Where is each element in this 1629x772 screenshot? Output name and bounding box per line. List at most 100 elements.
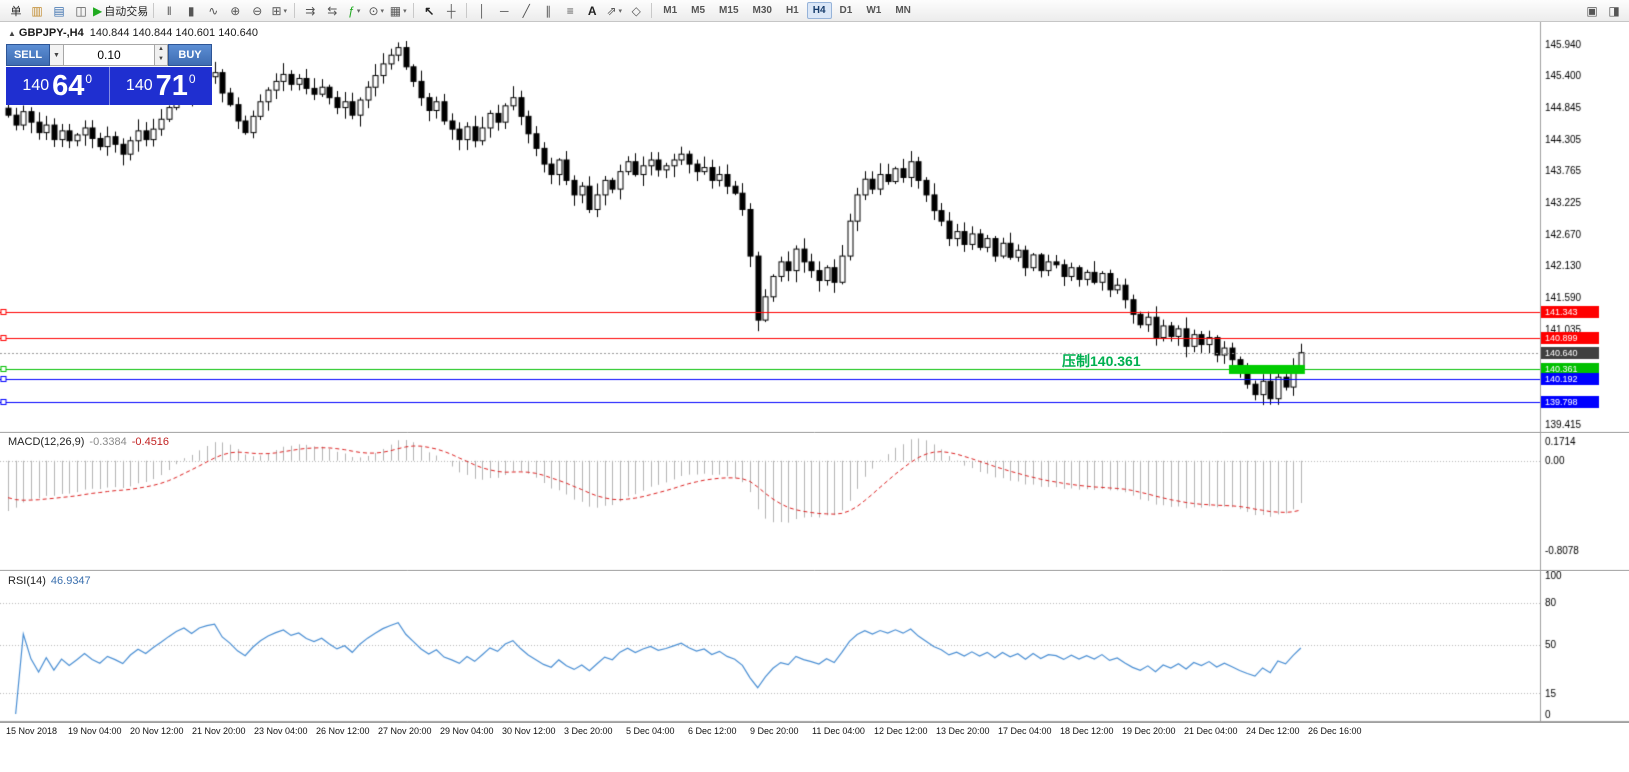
macd-panel-canvas[interactable]: [0, 433, 1629, 571]
docking-icon[interactable]: ◨: [1608, 3, 1620, 18]
macd-name: MACD(12,26,9): [8, 436, 85, 448]
bar-chart-icon[interactable]: ‖: [166, 3, 172, 18]
ask-price[interactable]: 140 71 0: [110, 67, 213, 105]
time-axis[interactable]: 15 Nov 2018 19 Nov 04:00 20 Nov 12:00 21 No…: [0, 722, 1629, 741]
market-watch-icon[interactable]: ▤: [53, 3, 65, 18]
bid-sup: 0: [85, 72, 93, 86]
time-axis-label: 19 Dec 20:00: [1122, 726, 1176, 736]
tf-d1-button[interactable]: D1: [839, 5, 853, 16]
time-axis-label: 11 Dec 04:00: [812, 726, 865, 736]
ask-pips: 71: [155, 69, 188, 102]
toolbar-separator: [413, 3, 415, 18]
autotrading-button[interactable]: ▶ 自动交易: [93, 2, 148, 20]
horizontal-line-icon[interactable]: ─: [499, 3, 509, 18]
periods-icon: ⊙: [368, 3, 379, 18]
symbol-period-label: GBPJPY-,H4: [18, 27, 84, 39]
time-axis-label: 21 Dec 04:00: [1184, 726, 1238, 736]
time-axis-label: 21 Nov 20:00: [192, 726, 246, 736]
tf-m1-button[interactable]: M1: [663, 5, 678, 16]
new-order-button[interactable]: 单: [5, 2, 25, 20]
time-axis-label: 27 Nov 20:00: [378, 726, 432, 736]
bid-price[interactable]: 140 64 0: [6, 67, 109, 105]
chevron-down-icon: ▾: [283, 7, 288, 15]
window-layout-icon[interactable]: ▣: [1586, 3, 1598, 18]
time-axis-label: 3 Dec 20:00: [564, 726, 613, 736]
auto-scroll-icon[interactable]: ⇉: [305, 3, 316, 18]
time-axis-label: 24 Dec 12:00: [1246, 726, 1300, 736]
line-chart-icon[interactable]: ∿: [208, 3, 219, 18]
crosshair-icon[interactable]: ┼: [446, 3, 456, 18]
navigator-icon[interactable]: ◫: [75, 3, 87, 18]
volume-input[interactable]: 0.10: [64, 44, 155, 66]
tf-m5-button[interactable]: M5: [691, 5, 706, 16]
price-divider: [108, 67, 110, 105]
rsi-header: RSI(14) 46.9347: [8, 575, 91, 587]
bid-pips: 64: [52, 69, 85, 102]
channel-icon[interactable]: ∥: [545, 3, 552, 18]
buy-button[interactable]: BUY: [168, 44, 212, 66]
autotrading-label: 自动交易: [104, 5, 149, 18]
tf-w1-button[interactable]: W1: [866, 5, 882, 16]
volume-dropdown-button[interactable]: ▼: [50, 44, 64, 66]
tf-mn-button[interactable]: MN: [895, 5, 911, 16]
chart-window-icon[interactable]: ▥: [31, 3, 43, 18]
tile-windows-button[interactable]: ⊞ ▾: [269, 2, 289, 20]
tf-m30-button[interactable]: M30: [752, 5, 772, 16]
rsi-value: 46.9347: [50, 575, 91, 587]
templates-button[interactable]: ▦ ▾: [388, 2, 408, 20]
autotrading-play-icon: ▶: [93, 3, 103, 18]
time-axis-label: 26 Dec 16:00: [1308, 726, 1362, 736]
indicators-icon: ƒ: [348, 3, 355, 18]
zoom-in-icon[interactable]: ⊕: [230, 3, 241, 18]
arrows-tool-button[interactable]: ⇗ ▾: [604, 2, 624, 20]
main-chart-canvas[interactable]: [0, 22, 1629, 433]
macd-signal-value: -0.4516: [131, 436, 170, 448]
chevron-down-icon: ▾: [356, 7, 361, 15]
main-toolbar: 单 ▥ ▤ ◫ ▶ 自动交易 ‖ ▮ ∿ ⊕ ⊖ ⊞ ▾ ⇉ ⇆ ƒ ▾ ⊙ ▾…: [0, 0, 1629, 22]
sell-button[interactable]: SELL: [6, 44, 50, 66]
shapes-icon[interactable]: ◇: [631, 3, 641, 18]
time-axis-label: 15 Nov 2018: [6, 726, 58, 736]
templates-icon: ▦: [389, 3, 402, 18]
ask-big: 140: [125, 77, 153, 94]
zoom-out-icon[interactable]: ⊖: [252, 3, 263, 18]
tf-m15-button[interactable]: M15: [719, 5, 739, 16]
time-axis-label: 9 Dec 20:00: [750, 726, 799, 736]
spin-down-icon[interactable]: ▼: [158, 56, 164, 62]
indicators-button[interactable]: ƒ ▾: [344, 2, 364, 20]
tf-h4-button[interactable]: H4: [806, 2, 832, 19]
chart-title: ▲ GBPJPY-,H4 140.844 140.844 140.601 140.6…: [8, 27, 258, 39]
fibonacci-icon[interactable]: ≡: [566, 3, 574, 18]
time-axis-label: 19 Nov 04:00: [68, 726, 122, 736]
trendline-icon[interactable]: ╱: [522, 3, 530, 18]
ask-sup: 0: [188, 72, 196, 86]
toolbar-separator: [294, 3, 296, 18]
toolbar-separator: [466, 3, 468, 18]
vertical-line-icon[interactable]: │: [478, 3, 486, 18]
chevron-down-icon: ▾: [403, 7, 407, 15]
time-axis-label: 20 Nov 12:00: [130, 726, 184, 736]
time-axis-label: 18 Dec 12:00: [1060, 726, 1114, 736]
chevron-down-icon: ▾: [618, 7, 623, 15]
candlestick-chart-icon[interactable]: ▮: [187, 3, 195, 18]
resistance-annotation[interactable]: 压制140.361: [1062, 353, 1141, 369]
chart-shift-icon[interactable]: ⇆: [327, 3, 338, 18]
new-order-label: 单: [10, 5, 22, 18]
time-axis-label: 6 Dec 12:00: [688, 726, 737, 736]
rsi-panel-canvas[interactable]: [0, 571, 1629, 722]
text-tool-icon[interactable]: A: [587, 3, 597, 18]
periods-button[interactable]: ⊙ ▾: [366, 2, 386, 20]
tf-h1-button[interactable]: H1: [785, 5, 799, 16]
price-display: 140 64 0 140 71 0: [6, 67, 212, 105]
spin-up-icon[interactable]: ▲: [158, 46, 164, 52]
volume-spinner[interactable]: ▲ ▼: [155, 44, 168, 66]
macd-main-value: -0.3384: [89, 436, 127, 448]
time-axis-label: 23 Nov 04:00: [254, 726, 308, 736]
one-click-trading-panel: SELL ▼ 0.10 ▲ ▼ BUY 140 64 0 140 71 0: [6, 44, 212, 105]
cursor-icon[interactable]: ↖: [424, 3, 435, 18]
time-axis-label: 13 Dec 20:00: [936, 726, 990, 736]
time-axis-label: 5 Dec 04:00: [626, 726, 675, 736]
toolbar-separator: [651, 3, 653, 18]
arrows-tool-icon: ⇗: [606, 3, 617, 18]
